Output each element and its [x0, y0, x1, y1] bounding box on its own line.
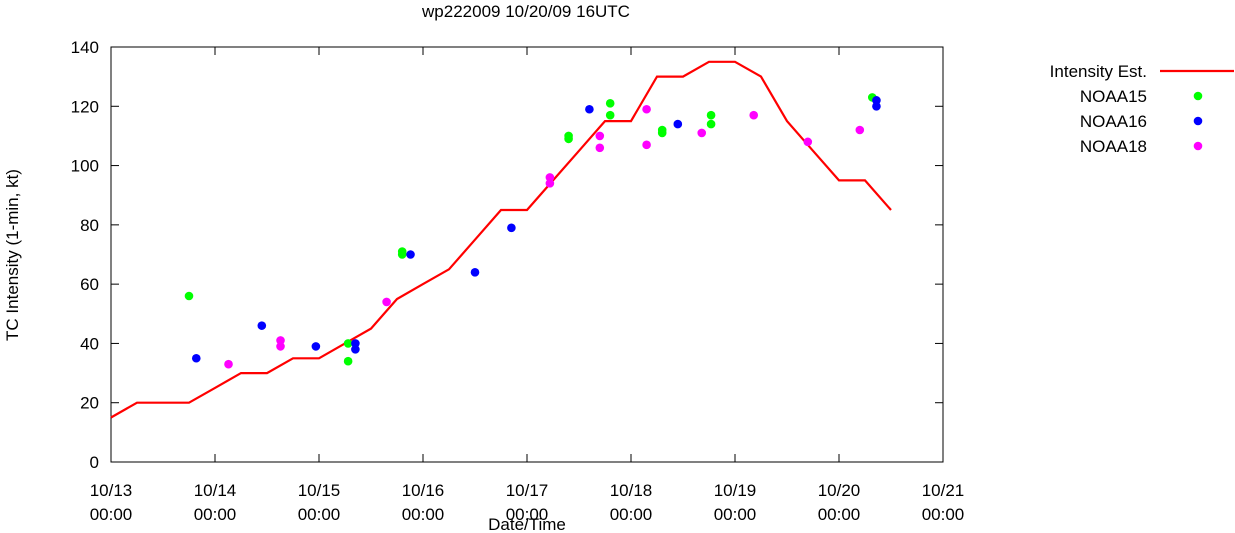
data-point-noaa18	[642, 104, 651, 114]
data-point-noaa15	[184, 291, 194, 301]
y-tick-label: 140	[71, 38, 99, 57]
data-point-noaa18	[803, 137, 813, 147]
data-point-noaa18	[697, 128, 707, 138]
data-point-noaa18	[595, 143, 605, 153]
data-point-noaa16	[351, 345, 360, 354]
data-point-noaa16	[351, 339, 360, 348]
data-point-noaa18	[545, 173, 555, 182]
data-point-noaa15	[605, 99, 615, 108]
x-tick-label-time: 00:00	[90, 505, 133, 524]
data-point-noaa16	[191, 353, 201, 363]
legend-label-noaa15: NOAA15	[1080, 87, 1147, 106]
y-tick-label: 40	[80, 334, 99, 353]
x-tick-label-time: 00:00	[818, 505, 861, 524]
data-point-noaa15	[343, 339, 353, 348]
data-point-noaa16	[585, 104, 594, 114]
y-tick-label: 20	[80, 394, 99, 413]
data-point-noaa18	[545, 179, 555, 188]
x-tick-label-date: 10/18	[610, 481, 653, 500]
data-point-noaa18	[749, 110, 759, 120]
data-point-noaa18	[276, 336, 285, 345]
x-tick-label-date: 10/21	[922, 481, 965, 500]
data-point-noaa16	[673, 119, 683, 129]
data-point-noaa16	[507, 223, 516, 233]
data-point-noaa15	[706, 119, 716, 129]
data-point-noaa16	[406, 250, 415, 259]
axis-ticks: 0 20 40 60 80 100 120 140 10/13 00:00 10/14 00:00 10…	[71, 38, 965, 524]
legend-dot-swatch	[1193, 141, 1203, 151]
data-point-noaa15	[343, 356, 353, 366]
x-tick-label-date: 10/17	[506, 481, 549, 500]
legend-dot-swatch	[1193, 91, 1203, 101]
data-point-noaa16	[470, 267, 480, 277]
data-point-noaa15	[657, 125, 667, 135]
x-tick-label-time: 00:00	[298, 505, 341, 524]
data-point-noaa15	[564, 131, 573, 141]
y-tick-label: 60	[80, 275, 99, 294]
y-tick-label: 120	[71, 97, 99, 116]
y-tick-label: 100	[71, 157, 99, 176]
data-point-noaa15	[706, 110, 716, 120]
x-tick-label-time: 00:00	[194, 505, 237, 524]
plot-frame	[110, 46, 944, 463]
data-point-noaa18	[855, 125, 865, 135]
data-point-noaa15	[605, 110, 615, 120]
y-axis-label: TC Intensity (1-min, kt)	[3, 169, 22, 341]
legend: Intensity Est. NOAA15 NOAA16 NOAA18	[1050, 62, 1234, 156]
data-point-noaa16	[257, 321, 267, 330]
y-tick-label: 0	[90, 453, 99, 472]
x-tick-label-date: 10/16	[402, 481, 445, 500]
series-layer	[110, 60, 892, 419]
data-point-noaa18	[642, 140, 651, 150]
data-point-noaa18	[224, 359, 233, 369]
x-tick-label-time: 00:00	[402, 505, 445, 524]
x-axis-label: Date/Time	[488, 515, 566, 533]
data-point-noaa16	[872, 96, 881, 105]
chart-title: wp222009 10/20/09 16UTC	[421, 2, 630, 21]
legend-dot-swatch	[1193, 116, 1203, 126]
x-tick-label-date: 10/13	[90, 481, 133, 500]
legend-label-noaa16: NOAA16	[1080, 112, 1147, 131]
x-tick-label-date: 10/19	[714, 481, 757, 500]
x-tick-label-time: 00:00	[922, 505, 965, 524]
x-tick-label-time: 00:00	[610, 505, 653, 524]
x-tick-label-date: 10/15	[298, 481, 341, 500]
legend-label-noaa18: NOAA18	[1080, 137, 1147, 156]
data-point-noaa15	[397, 247, 407, 256]
data-point-noaa16	[311, 342, 321, 351]
data-point-noaa16	[872, 101, 881, 111]
series-line-intensity-est	[110, 60, 892, 419]
legend-label-intensity-est-: Intensity Est.	[1050, 62, 1147, 81]
data-point-noaa18	[595, 131, 605, 141]
x-tick-label-date: 10/20	[818, 481, 861, 500]
x-tick-label-time: 00:00	[506, 505, 549, 524]
data-point-noaa18	[382, 297, 391, 307]
data-point-noaa18	[276, 342, 285, 351]
y-tick-label: 80	[80, 216, 99, 235]
x-tick-label-time: 00:00	[714, 505, 757, 524]
x-tick-label-date: 10/14	[194, 481, 237, 500]
